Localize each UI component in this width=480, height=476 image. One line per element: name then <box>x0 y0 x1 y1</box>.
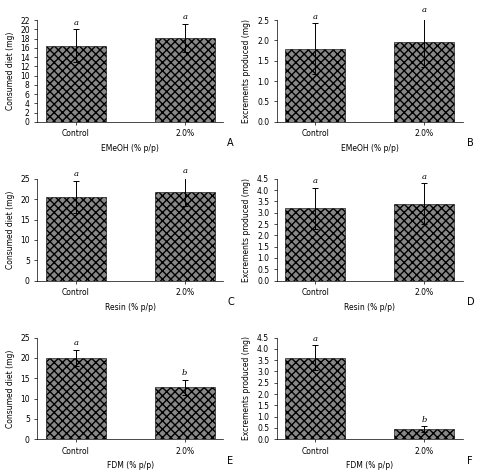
X-axis label: EMeOH (% p/p): EMeOH (% p/p) <box>341 144 399 153</box>
Text: A: A <box>228 139 234 149</box>
X-axis label: FDM (% p/p): FDM (% p/p) <box>346 461 393 470</box>
Y-axis label: Excrements produced (mg): Excrements produced (mg) <box>242 178 252 282</box>
Bar <box>155 387 215 439</box>
Y-axis label: Excrements produced (mg): Excrements produced (mg) <box>242 337 252 440</box>
Text: F: F <box>467 456 472 466</box>
Text: b: b <box>421 416 427 424</box>
Bar <box>394 429 454 439</box>
X-axis label: EMeOH (% p/p): EMeOH (% p/p) <box>101 144 159 153</box>
Text: a: a <box>73 339 78 347</box>
Text: a: a <box>313 178 318 185</box>
Bar <box>285 208 345 280</box>
Bar <box>394 42 454 122</box>
Text: a: a <box>182 167 187 175</box>
Y-axis label: Excrements produced (mg): Excrements produced (mg) <box>242 19 252 123</box>
Text: E: E <box>228 456 234 466</box>
Bar <box>46 46 106 122</box>
Text: D: D <box>467 297 474 307</box>
X-axis label: FDM (% p/p): FDM (% p/p) <box>107 461 154 470</box>
Bar <box>46 358 106 439</box>
Y-axis label: Consumed diet (mg): Consumed diet (mg) <box>6 190 14 269</box>
Bar <box>285 358 345 439</box>
Bar <box>155 38 215 122</box>
Bar <box>155 192 215 280</box>
Bar <box>46 197 106 280</box>
Text: a: a <box>73 170 78 178</box>
Y-axis label: Consumed diet (mg): Consumed diet (mg) <box>6 32 14 110</box>
X-axis label: Resin (% p/p): Resin (% p/p) <box>105 303 156 312</box>
Text: B: B <box>467 139 474 149</box>
Text: a: a <box>182 13 187 21</box>
Text: C: C <box>228 297 234 307</box>
Bar <box>285 49 345 122</box>
Y-axis label: Consumed diet (mg): Consumed diet (mg) <box>6 349 14 427</box>
X-axis label: Resin (% p/p): Resin (% p/p) <box>344 303 395 312</box>
Text: a: a <box>73 19 78 27</box>
Bar <box>394 204 454 280</box>
Text: a: a <box>422 173 427 181</box>
Text: a: a <box>313 335 318 343</box>
Text: a: a <box>313 13 318 21</box>
Text: b: b <box>182 369 188 377</box>
Text: a: a <box>422 6 427 14</box>
